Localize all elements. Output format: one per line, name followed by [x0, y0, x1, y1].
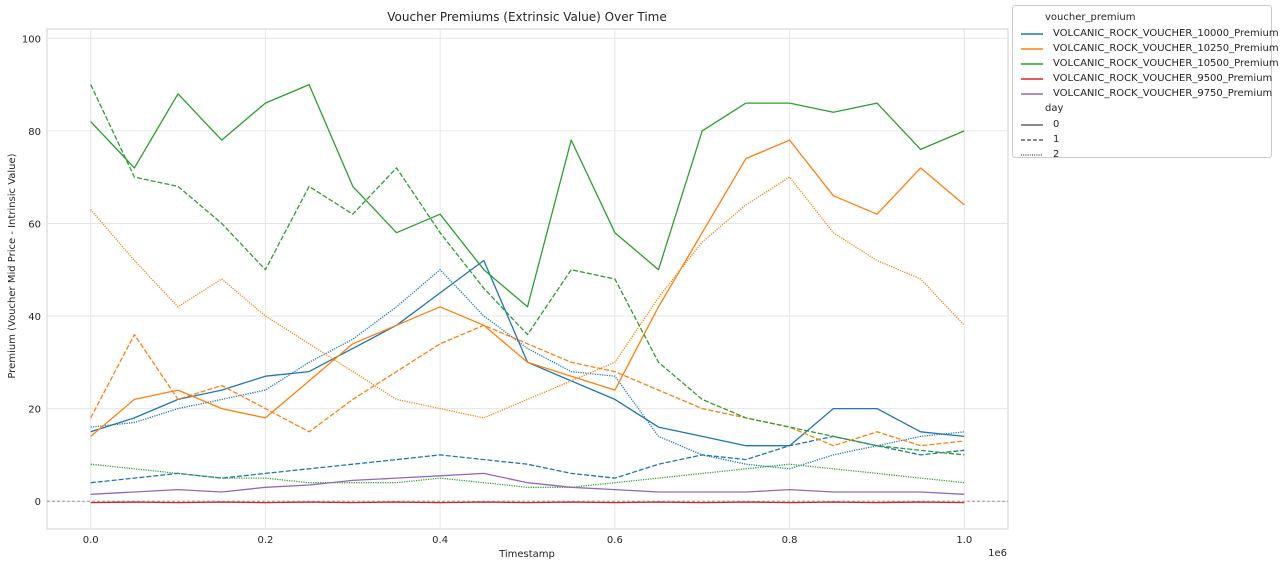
grid: [47, 29, 1008, 529]
legend-label: VOLCANIC_ROCK_VOUCHER_9750_Premium: [1053, 88, 1273, 99]
series-line: [90, 139, 965, 437]
legend-hue-title: voucher_premium: [1045, 12, 1136, 23]
legend-swatch: [1021, 92, 1043, 95]
x-tick-label: 0.0: [83, 535, 99, 546]
legend-style-entry: 2: [1021, 147, 1263, 162]
legend-style-swatch: [1021, 153, 1043, 156]
y-tick-label: 100: [22, 34, 41, 45]
legend-label: VOLCANIC_ROCK_VOUCHER_10500_Premium: [1053, 58, 1279, 69]
y-tick-label: 80: [28, 127, 41, 138]
legend-style-label: 1: [1053, 134, 1060, 145]
x-tick-label: 1.0: [956, 535, 972, 546]
legend-style-title: day: [1045, 103, 1064, 114]
legend-label: VOLCANIC_ROCK_VOUCHER_9500_Premium: [1053, 73, 1273, 84]
series-line: [90, 176, 965, 419]
legend-swatch: [1021, 32, 1043, 35]
y-tick-label: 40: [28, 312, 41, 323]
x-tick-label: 0.6: [607, 535, 623, 546]
legend-style-swatch: [1021, 123, 1043, 126]
ticks: 0.0 0.2 0.4 0.6 0.8 1.0 0 20 40 60 80 100: [22, 34, 972, 546]
x-tick-label: 0.4: [432, 535, 448, 546]
y-tick-label: 60: [28, 219, 41, 230]
legend-label: VOLCANIC_ROCK_VOUCHER_10250_Premium: [1053, 43, 1279, 54]
series-line: [90, 84, 965, 456]
x-axis-label: Timestamp: [498, 549, 555, 560]
series-line: [90, 324, 965, 447]
legend-swatch: [1021, 62, 1043, 65]
series-line: [90, 472, 965, 495]
series-line: [90, 269, 965, 470]
x-axis-offset-text: 1e6: [988, 548, 1007, 559]
y-tick-label: 0: [35, 497, 41, 508]
legend: voucher_premium VOLCANIC_ROCK_VOUCHER_10…: [1012, 5, 1279, 160]
legend-label: VOLCANIC_ROCK_VOUCHER_10000_Premium: [1053, 28, 1279, 39]
series-lines: [90, 83, 965, 504]
legend-entry: VOLCANIC_ROCK_VOUCHER_9750_Premium: [1021, 86, 1272, 101]
series-line: [90, 501, 965, 504]
legend-style-entry: 1: [1021, 132, 1263, 147]
legend-entry: VOLCANIC_ROCK_VOUCHER_9500_Premium: [1021, 71, 1272, 86]
x-tick-label: 0.2: [257, 535, 273, 546]
legend-entry: VOLCANIC_ROCK_VOUCHER_10000_Premium: [1021, 26, 1279, 41]
y-axis-label: Premium (Voucher Mid Price - Intrinsic V…: [7, 153, 18, 378]
y-tick-label: 20: [28, 405, 41, 416]
legend-style-entry: 0: [1021, 117, 1263, 132]
legend-swatch: [1021, 47, 1043, 50]
legend-entry: VOLCANIC_ROCK_VOUCHER_10500_Premium: [1021, 56, 1279, 71]
legend-style-label: 0: [1053, 119, 1060, 130]
x-tick-label: 0.8: [782, 535, 798, 546]
legend-style-swatch: [1021, 138, 1043, 141]
legend-swatch: [1021, 77, 1043, 80]
legend-style-label: 2: [1053, 149, 1060, 160]
series-line: [90, 83, 965, 308]
legend-entry: VOLCANIC_ROCK_VOUCHER_10250_Premium: [1021, 41, 1279, 56]
plot-area: [46, 28, 1009, 530]
chart-title: Voucher Premiums (Extrinsic Value) Over …: [387, 10, 666, 24]
